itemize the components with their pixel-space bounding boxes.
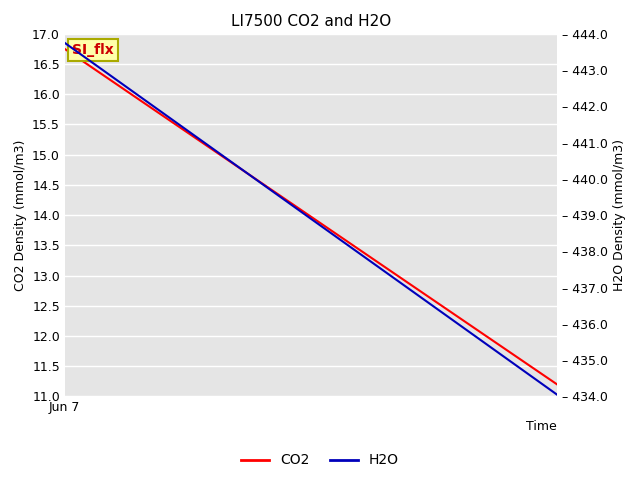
Legend: CO2, H2O: CO2, H2O <box>236 448 404 473</box>
Text: SI_flx: SI_flx <box>72 43 114 57</box>
Y-axis label: CO2 Density (mmol/m3): CO2 Density (mmol/m3) <box>13 140 26 291</box>
Y-axis label: H2O Density (mmol/m3): H2O Density (mmol/m3) <box>614 139 627 291</box>
Title: LI7500 CO2 and H2O: LI7500 CO2 and H2O <box>231 13 391 28</box>
X-axis label: Time: Time <box>526 420 557 433</box>
